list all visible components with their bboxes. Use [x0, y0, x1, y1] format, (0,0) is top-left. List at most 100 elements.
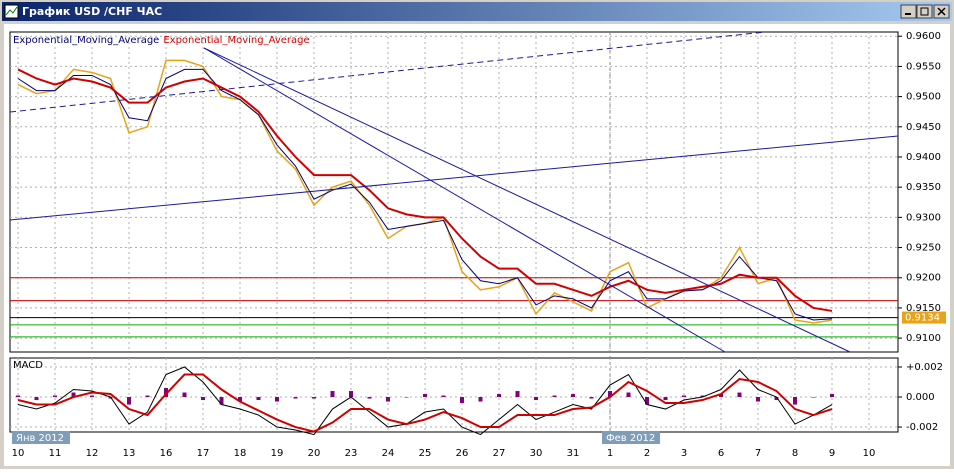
trendline	[203, 47, 851, 353]
y-tick-label: 0.9250	[906, 243, 941, 254]
histogram-bar	[497, 394, 501, 398]
month-label: Янв 2012	[16, 433, 64, 444]
histogram-bar	[645, 397, 649, 405]
histogram-bar	[552, 395, 557, 398]
maximize-glyph	[920, 7, 929, 16]
y-tick-label: 0.9350	[906, 182, 941, 193]
histogram-bar	[737, 392, 742, 398]
series-line	[17, 373, 833, 433]
legend-entry: Exponential_Moving_Average	[13, 35, 159, 46]
histogram-bar	[386, 397, 390, 402]
minimize-button[interactable]	[900, 4, 917, 19]
x-tick-label: 23	[345, 448, 358, 459]
histogram-bar	[404, 397, 409, 398]
month-label: Фев 2012	[606, 433, 655, 444]
y-tick-label: 0.9150	[906, 303, 941, 314]
histogram-bar	[830, 394, 834, 398]
month-label-bg	[602, 431, 660, 444]
x-tick-label: 10	[863, 448, 876, 459]
histogram-bar	[330, 391, 335, 398]
x-tick-label: 26	[456, 448, 469, 459]
histogram-bar	[293, 397, 298, 399]
x-tick-label: 17	[197, 448, 210, 459]
x-tick-label: 27	[493, 448, 506, 459]
chart-area	[4, 24, 950, 466]
histogram-bar	[811, 397, 816, 398]
y-tick-label: 0.9200	[906, 273, 941, 284]
histogram-bar	[53, 395, 57, 398]
histogram-bar	[460, 397, 464, 404]
histogram-bar	[626, 392, 631, 398]
histogram-bar	[367, 397, 372, 399]
macd-panel	[9, 357, 899, 433]
maximize-button[interactable]	[916, 4, 933, 19]
trendline	[203, 47, 726, 353]
histogram-bar	[312, 397, 316, 399]
histogram-bar	[571, 394, 575, 398]
histogram-bar	[534, 397, 538, 401]
month-label-bg	[12, 431, 70, 444]
histogram-bar	[238, 397, 242, 402]
trendline	[9, 31, 766, 113]
window-title: График USD /CHF ЧАС	[22, 5, 162, 18]
x-tick-label: 11	[49, 448, 62, 459]
trendlines	[9, 31, 899, 353]
x-tick-label: 19	[271, 448, 284, 459]
histogram-bar	[256, 397, 261, 401]
series-line	[17, 68, 833, 312]
legend-entry: Exponential_Moving_Average	[163, 35, 309, 46]
histogram-bar	[700, 395, 705, 398]
histogram-bar	[478, 397, 483, 402]
x-tick-label: 13	[123, 448, 136, 459]
last-price-label: 0.9134	[905, 313, 940, 324]
histogram-bar	[441, 395, 446, 398]
last-price-box	[902, 311, 946, 324]
histogram-bar	[275, 397, 279, 402]
title-bar	[2, 2, 952, 21]
window-buttons[interactable]	[900, 4, 950, 19]
histogram-bar	[34, 397, 39, 401]
histogram-bar	[515, 391, 520, 398]
histogram-bar	[423, 394, 427, 398]
histogram-bar	[719, 394, 723, 398]
series-line	[17, 366, 833, 436]
x-tick-label: 10	[12, 448, 25, 459]
x-tick-label: 3	[681, 448, 687, 459]
x-tick-label: 24	[382, 448, 395, 459]
x-tick-label: 12	[86, 448, 99, 459]
panel-title: MACD	[13, 360, 43, 371]
x-tick-label: 18	[234, 448, 247, 459]
y-tick-label: -0.002	[906, 422, 938, 433]
x-tick-label: 1	[607, 448, 613, 459]
histogram-bar	[219, 397, 224, 405]
histogram-bar	[71, 392, 76, 398]
y-tick-label: 0.9550	[906, 61, 941, 72]
x-tick-label: 8	[792, 448, 798, 459]
y-tick-label: 0.000	[906, 392, 935, 403]
histogram-bar	[201, 397, 205, 401]
histogram-bar	[90, 395, 94, 398]
histogram-bar	[145, 395, 150, 398]
series-line	[17, 68, 833, 321]
histogram-bar	[608, 391, 612, 398]
histogram-bar	[589, 397, 594, 399]
y-tick-label: +0.002	[906, 362, 943, 373]
histogram-bar	[182, 392, 187, 398]
price-panel	[9, 31, 899, 353]
histogram-bar	[663, 397, 668, 401]
trendline	[9, 135, 899, 221]
histogram-bar	[164, 388, 168, 398]
close-glyph	[937, 7, 946, 16]
window-icon-graph	[5, 6, 18, 16]
y-tick-label: 0.9100	[906, 333, 941, 344]
x-tick-label: 16	[160, 448, 173, 459]
x-tick-label: 7	[755, 448, 761, 459]
histogram-bar	[349, 391, 353, 398]
histogram-bar	[682, 395, 686, 398]
histogram-bar	[756, 397, 760, 402]
x-tick-label: 6	[718, 448, 724, 459]
x-tick-label: 31	[567, 448, 580, 459]
histogram-bar	[16, 395, 20, 398]
